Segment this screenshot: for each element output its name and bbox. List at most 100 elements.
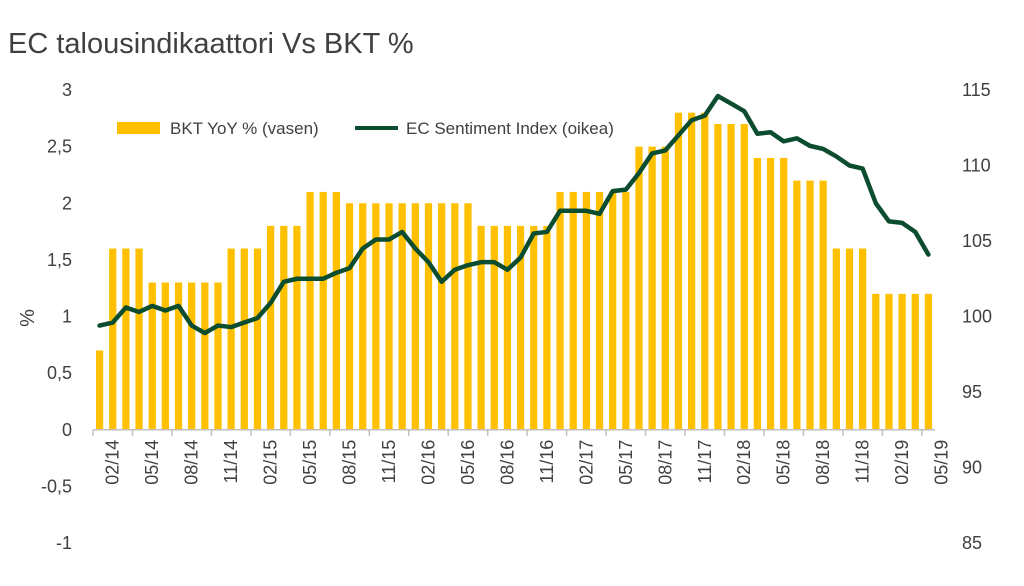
right-tick-label: 105 bbox=[962, 231, 992, 251]
bar bbox=[753, 157, 762, 430]
bar bbox=[188, 282, 196, 430]
x-tick-label: 02/18 bbox=[734, 440, 754, 485]
bar bbox=[727, 123, 735, 430]
bar bbox=[503, 225, 512, 430]
bar bbox=[477, 225, 485, 430]
bar bbox=[845, 248, 854, 430]
left-tick-label: 0,5 bbox=[47, 363, 72, 383]
bar bbox=[780, 157, 788, 430]
bar bbox=[214, 282, 222, 430]
bar bbox=[793, 180, 801, 430]
bar bbox=[411, 203, 419, 430]
right-tick-label: 90 bbox=[962, 458, 982, 478]
bar bbox=[95, 350, 104, 430]
left-axis: 3 2,5 2 1,5 1 0,5 0 -0,5 -1 bbox=[41, 80, 72, 553]
left-tick-label: 0 bbox=[62, 420, 72, 440]
bar bbox=[372, 203, 380, 430]
bar bbox=[766, 157, 775, 430]
right-tick-label: 100 bbox=[962, 307, 992, 327]
bar bbox=[924, 293, 933, 430]
x-tick-label: 08/18 bbox=[813, 440, 833, 485]
right-tick-label: 85 bbox=[962, 533, 982, 553]
bar bbox=[819, 180, 827, 430]
x-tick-label: 05/17 bbox=[616, 440, 636, 485]
bar bbox=[122, 248, 130, 430]
x-tick-label: 08/15 bbox=[340, 440, 360, 485]
x-tick-label: 05/15 bbox=[300, 440, 320, 485]
bar bbox=[740, 123, 748, 430]
bar bbox=[227, 248, 235, 430]
x-axis: 02/14 05/14 08/14 11/14 02/15 05/15 08/15 11/15… bbox=[92, 429, 952, 485]
bar bbox=[135, 248, 143, 430]
bar bbox=[609, 191, 617, 430]
legend-label-bkt: BKT YoY % (vasen) bbox=[170, 119, 319, 138]
bar bbox=[872, 293, 880, 430]
bar bbox=[109, 248, 117, 430]
bar bbox=[148, 282, 156, 430]
bar bbox=[385, 203, 393, 430]
x-tick-label: 05/16 bbox=[458, 440, 478, 485]
left-tick-label: -0,5 bbox=[41, 476, 72, 496]
bar bbox=[359, 203, 367, 430]
bar bbox=[569, 191, 577, 430]
bar bbox=[687, 112, 696, 430]
right-tick-label: 95 bbox=[962, 382, 982, 402]
left-axis-label: % bbox=[17, 309, 39, 327]
bar-series bbox=[95, 112, 933, 430]
legend-swatch-bkt bbox=[117, 122, 160, 134]
x-tick-label: 02/14 bbox=[103, 440, 123, 485]
bar bbox=[885, 293, 893, 430]
right-tick-label: 115 bbox=[962, 80, 991, 100]
bar bbox=[438, 203, 446, 430]
left-tick-label: 2 bbox=[62, 193, 72, 213]
x-tick-label: 02/16 bbox=[418, 440, 438, 485]
sentiment-line bbox=[97, 93, 931, 336]
bar bbox=[161, 282, 169, 430]
bar bbox=[201, 282, 209, 430]
bar bbox=[898, 293, 906, 430]
bar bbox=[543, 225, 551, 430]
right-tick-label: 110 bbox=[962, 156, 991, 176]
bar bbox=[240, 248, 248, 430]
bar bbox=[661, 146, 669, 430]
bar bbox=[293, 225, 301, 430]
x-tick-label: 02/17 bbox=[576, 440, 596, 485]
bar bbox=[582, 191, 590, 430]
bar bbox=[806, 180, 814, 430]
x-tick-label: 11/17 bbox=[695, 440, 715, 484]
bar bbox=[622, 191, 630, 430]
bar bbox=[490, 225, 498, 430]
bar bbox=[424, 203, 433, 430]
legend: BKT YoY % (vasen) EC Sentiment Index (oi… bbox=[117, 119, 614, 138]
x-tick-label: 08/16 bbox=[497, 440, 517, 485]
bar bbox=[398, 203, 406, 430]
bar bbox=[701, 112, 709, 430]
legend-label-ec: EC Sentiment Index (oikea) bbox=[406, 119, 614, 138]
left-tick-label: 2,5 bbox=[47, 137, 72, 157]
x-tick-label: 11/16 bbox=[537, 440, 557, 484]
x-tick-label: 05/19 bbox=[932, 440, 952, 485]
x-tick-label: 08/14 bbox=[182, 440, 202, 485]
bar bbox=[345, 203, 354, 430]
bar bbox=[266, 225, 275, 430]
bar bbox=[648, 146, 656, 430]
bar bbox=[253, 248, 262, 430]
left-tick-label: 1,5 bbox=[47, 250, 72, 270]
bar bbox=[530, 225, 538, 430]
right-axis: 115 110 105 100 95 90 85 bbox=[962, 80, 992, 553]
bar bbox=[595, 191, 604, 430]
bar bbox=[635, 146, 643, 430]
x-tick-label: 11/14 bbox=[221, 440, 241, 484]
bar bbox=[464, 203, 472, 430]
bar bbox=[306, 191, 314, 430]
x-tick-label: 05/14 bbox=[142, 440, 162, 485]
bar bbox=[556, 191, 564, 430]
bar bbox=[832, 248, 840, 430]
bar bbox=[280, 225, 288, 430]
bar bbox=[332, 191, 341, 430]
x-tick-label: 08/17 bbox=[655, 440, 675, 485]
x-tick-label: 02/19 bbox=[892, 440, 912, 485]
bar bbox=[174, 282, 183, 430]
bar bbox=[516, 225, 525, 430]
